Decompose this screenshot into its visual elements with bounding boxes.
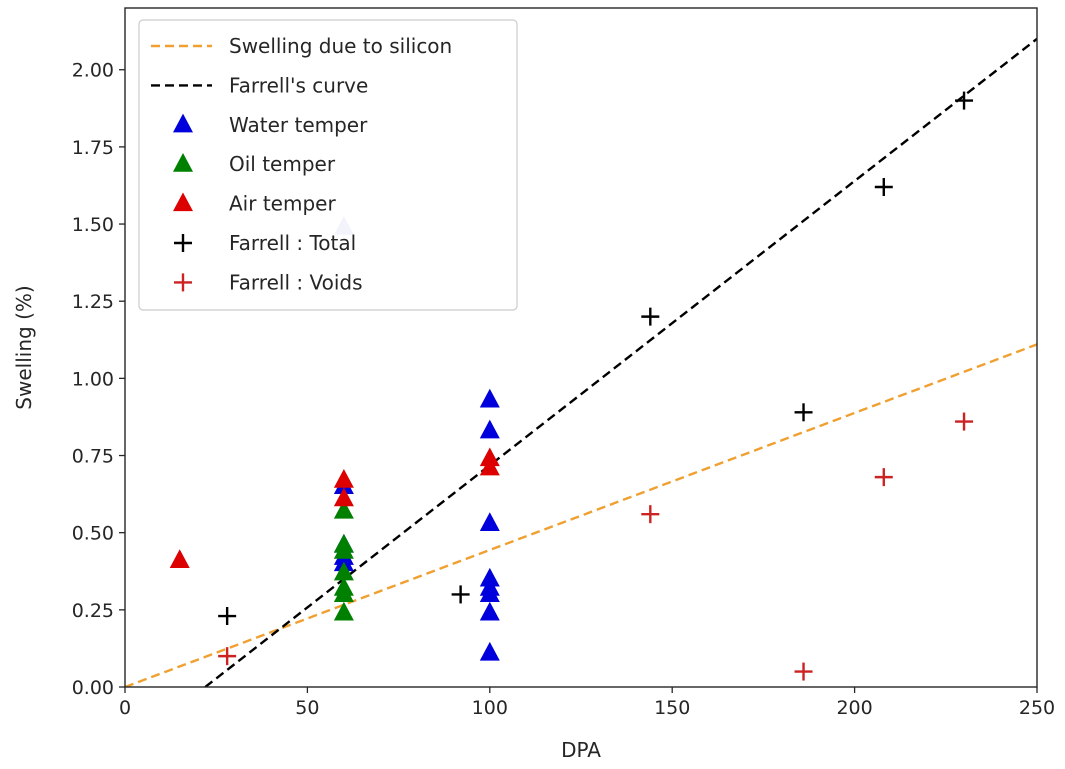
legend-label-farrell-total: Farrell : Total <box>229 231 356 255</box>
air-temper-point-4 <box>479 456 500 476</box>
y-tick-label-0.75: 0.75 <box>72 446 114 468</box>
oil-temper-point-2 <box>333 540 354 559</box>
oil-temper-point-0 <box>333 499 354 519</box>
farrell-voids-point-2 <box>794 662 813 681</box>
y-tick-label-1.75: 1.75 <box>72 137 114 159</box>
farrell-voids-point-1 <box>641 505 660 524</box>
air-temper-point-0 <box>169 549 190 569</box>
legend-swatch-oil-temper <box>173 153 193 172</box>
x-tick-label-100: 100 <box>472 697 508 719</box>
farrell-total-point-5 <box>955 91 974 110</box>
farrell-voids-point-3 <box>874 468 893 487</box>
y-tick-label-1.50: 1.50 <box>72 214 114 236</box>
x-tick-label-200: 200 <box>836 697 872 719</box>
axes-layer: 0 50 100 150 200 250 0.00 0.25 0.50 0.75 1.00 1.25 1… <box>12 7 1055 762</box>
farrell-total-point-4 <box>874 178 893 197</box>
farrell-total-point-3 <box>794 403 813 422</box>
water-temper-point-5 <box>479 419 500 439</box>
legend-swatch-farrell-voids <box>174 273 192 292</box>
oil-temper-point-6 <box>333 601 354 621</box>
legend-label-farrell-voids: Farrell : Voids <box>229 270 363 294</box>
x-tick-label-250: 250 <box>1019 697 1055 719</box>
farrell-voids-point-4 <box>955 412 974 431</box>
y-tick-label-0.25: 0.25 <box>72 600 114 622</box>
air-temper-point-1 <box>333 469 354 488</box>
oil-temper-point-3 <box>333 561 354 581</box>
y-tick-label-2.00: 2.00 <box>72 60 114 82</box>
farrell-total-point-1 <box>451 585 470 604</box>
legend-label-swelling-due-to-silicon: Swelling due to silicon <box>229 34 452 58</box>
y-tick-label-1.00: 1.00 <box>72 368 114 390</box>
legend-label-water-temper: Water temper <box>229 113 368 137</box>
farrell-total-point-0 <box>218 607 237 626</box>
oil-temper-point-5 <box>333 583 354 602</box>
y-tick-label-0.00: 0.00 <box>72 677 114 699</box>
legend-label-air-temper: Air temper <box>229 192 336 216</box>
legend-label-oil-temper: Oil temper <box>229 152 336 176</box>
x-tick-label-0: 0 <box>119 697 131 719</box>
x-tick-label-50: 50 <box>295 697 319 719</box>
legend-swatch-air-temper <box>173 192 193 212</box>
y-axis-label: Swelling (%) <box>12 285 36 409</box>
x-tick-label-150: 150 <box>654 697 690 719</box>
water-temper-point-9 <box>479 583 500 602</box>
air-temper-point-2 <box>333 487 354 507</box>
farrell-total-point-2 <box>641 307 660 326</box>
plot-frame <box>124 7 1038 688</box>
water-temper-point-6 <box>479 512 500 531</box>
legend-box <box>138 19 518 311</box>
legend-swatch-water-temper <box>173 113 193 133</box>
water-temper-point-11 <box>479 641 500 661</box>
farrell-voids-point-0 <box>218 647 237 666</box>
y-tick-label-1.25: 1.25 <box>72 291 114 313</box>
water-temper-point-10 <box>479 601 500 621</box>
legend-label-farrell-s-curve: Farrell's curve <box>229 73 368 97</box>
legend-swatch-farrell-total <box>174 234 192 252</box>
legend: Swelling due to silicon Farrell's curve Wa… <box>138 19 518 311</box>
x-axis-label: DPA <box>561 738 601 762</box>
y-tick-label-0.50: 0.50 <box>72 523 114 545</box>
water-temper-point-4 <box>479 388 500 408</box>
